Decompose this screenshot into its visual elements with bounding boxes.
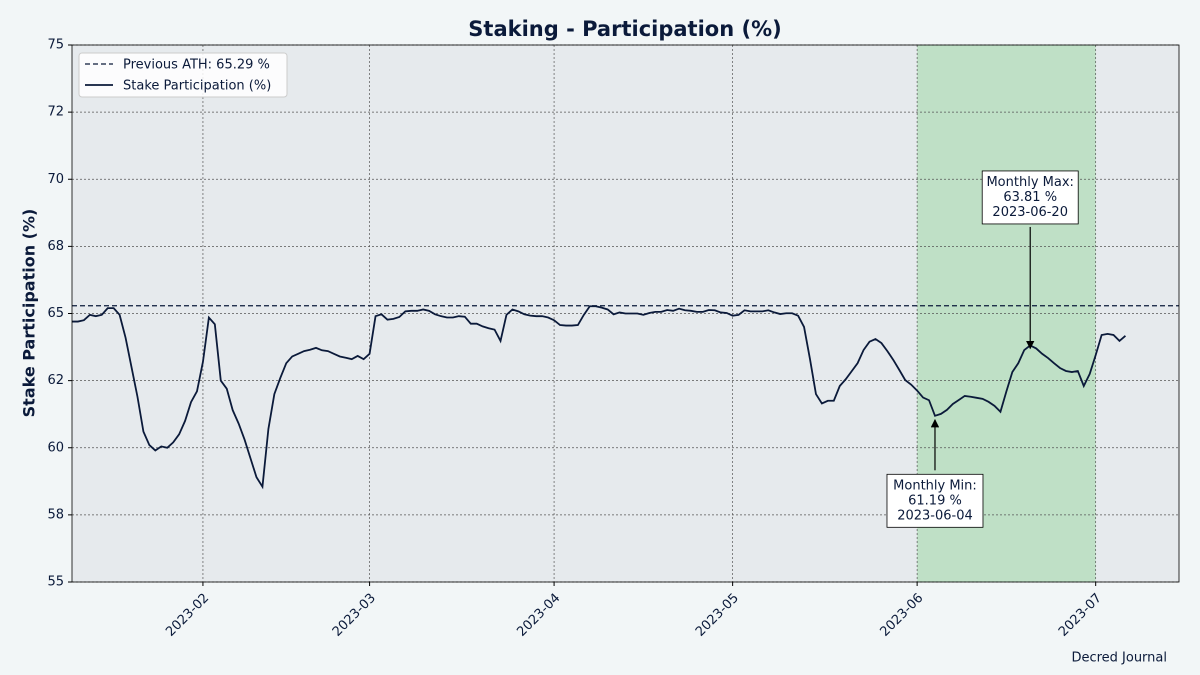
x-tick-label: 2023-02 — [163, 591, 212, 640]
annotation-box — [981, 170, 1079, 225]
y-tick-label: 62 — [47, 373, 64, 388]
y-tick-label: 68 — [47, 239, 64, 254]
y-tick-label: 60 — [47, 440, 64, 455]
chart-title: Staking - Participation (%) — [468, 17, 781, 41]
y-tick-label: 55 — [47, 575, 64, 590]
y-axis-label: Stake Participation (%) — [20, 209, 39, 418]
legend-box — [78, 52, 288, 98]
annotation: Monthly Min:61.19 %2023-06-04 — [886, 418, 984, 528]
annotation-text: 63.81 % — [1003, 190, 1057, 205]
y-tick-label: 75 — [47, 38, 64, 53]
x-tick-label: 2023-07 — [1056, 591, 1105, 640]
legend: Previous ATH: 65.29 % Stake Participation… — [78, 52, 288, 98]
x-tick-label: 2023-04 — [514, 591, 563, 640]
annotation-text: 2023-06-04 — [897, 508, 973, 523]
annotation-box — [886, 473, 984, 528]
y-tick-label: 70 — [47, 172, 64, 187]
annotation-text: Monthly Min: — [893, 478, 977, 493]
legend-label: Previous ATH: 65.29 % — [123, 58, 270, 73]
legend-label: Stake Participation (%) — [123, 79, 271, 94]
x-tick-label: 2023-06 — [877, 591, 926, 640]
y-tick-label: 58 — [47, 507, 64, 522]
y-tick-label: 65 — [47, 306, 64, 321]
credit: Decred Journal — [1071, 651, 1167, 666]
annotation-text: 61.19 % — [908, 493, 962, 508]
annotation-text: Monthly Max: — [986, 175, 1073, 190]
x-tick-label: 2023-05 — [693, 591, 742, 640]
y-tick-label: 72 — [47, 105, 64, 120]
data-line — [72, 305, 1127, 490]
x-tick-label: 2023-03 — [330, 591, 379, 640]
annotation-text: 2023-06-20 — [992, 205, 1068, 220]
plot-frame — [71, 44, 1180, 583]
annotation: Monthly Max:63.81 %2023-06-20 — [981, 170, 1079, 350]
